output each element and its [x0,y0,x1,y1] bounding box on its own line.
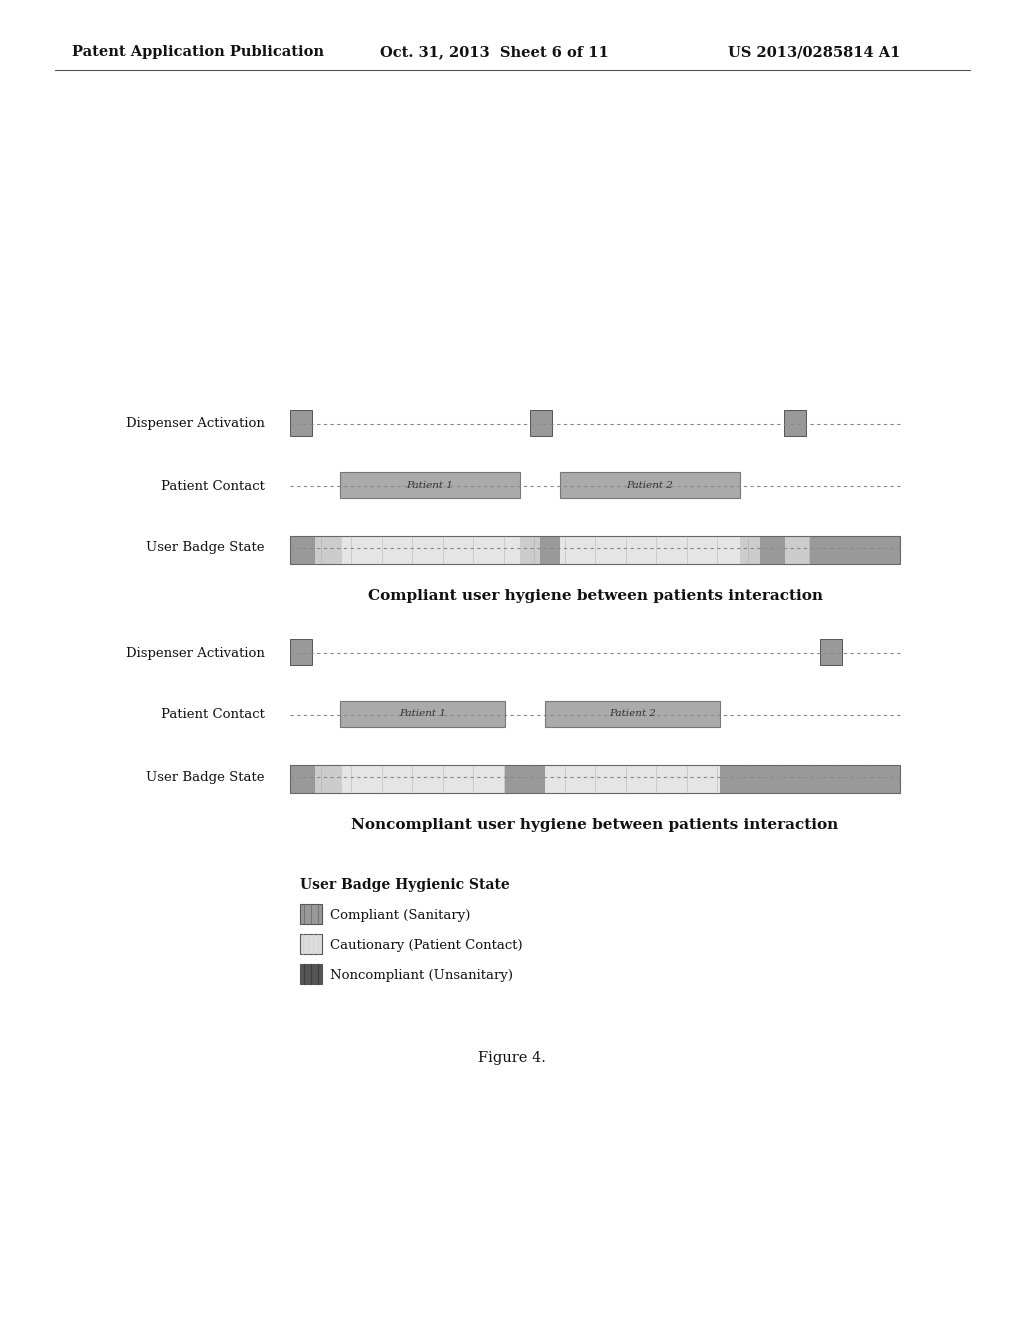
Text: User Badge State: User Badge State [146,771,265,784]
Text: User Badge State: User Badge State [146,541,265,554]
Bar [535,766,545,793]
Bar [300,964,322,983]
Bar [342,536,520,564]
Text: Patient Contact: Patient Contact [161,709,265,722]
Text: Patent Application Publication: Patent Application Publication [72,45,324,59]
Bar [530,411,552,436]
Text: Compliant (Sanitary): Compliant (Sanitary) [330,908,470,921]
Bar [540,536,560,564]
Bar [560,473,740,498]
Bar [720,766,745,793]
Text: Compliant user hygiene between patients interaction: Compliant user hygiene between patients … [368,589,822,603]
Text: Figure 4.: Figure 4. [478,1051,546,1065]
Bar [780,766,815,793]
Text: Dispenser Activation: Dispenser Activation [126,647,265,660]
Text: US 2013/0285814 A1: US 2013/0285814 A1 [728,45,900,59]
Bar [290,766,900,793]
Bar [545,701,720,727]
Bar [290,536,900,564]
Bar [300,935,322,954]
Text: Oct. 31, 2013  Sheet 6 of 11: Oct. 31, 2013 Sheet 6 of 11 [380,45,608,59]
Bar [785,536,810,564]
Bar [784,411,806,436]
Bar [520,536,540,564]
Bar [545,766,720,793]
Text: Patient 1: Patient 1 [407,480,454,490]
Bar [560,536,740,564]
Bar [315,536,342,564]
Text: Cautionary (Patient Contact): Cautionary (Patient Contact) [330,939,522,952]
Text: Dispenser Activation: Dispenser Activation [126,417,265,430]
Bar [505,766,535,793]
Text: Patient 2: Patient 2 [609,710,656,718]
Bar [290,639,312,665]
Text: Noncompliant (Unsanitary): Noncompliant (Unsanitary) [330,969,513,982]
Text: Noncompliant user hygiene between patients interaction: Noncompliant user hygiene between patien… [351,818,839,832]
Text: User Badge Hygienic State: User Badge Hygienic State [300,878,510,892]
Bar [340,701,505,727]
Text: Patient 2: Patient 2 [627,480,674,490]
Text: Patient 1: Patient 1 [399,710,445,718]
Bar [315,766,342,793]
Bar [815,766,900,793]
Bar [740,536,760,564]
Text: Patient Contact: Patient Contact [161,479,265,492]
Bar [342,766,505,793]
Bar [290,766,315,793]
Bar [810,536,900,564]
Bar [820,639,842,665]
Bar [290,536,315,564]
Bar [340,473,520,498]
Bar [760,536,785,564]
Bar [300,904,322,924]
Bar [745,766,780,793]
Bar [290,411,312,436]
